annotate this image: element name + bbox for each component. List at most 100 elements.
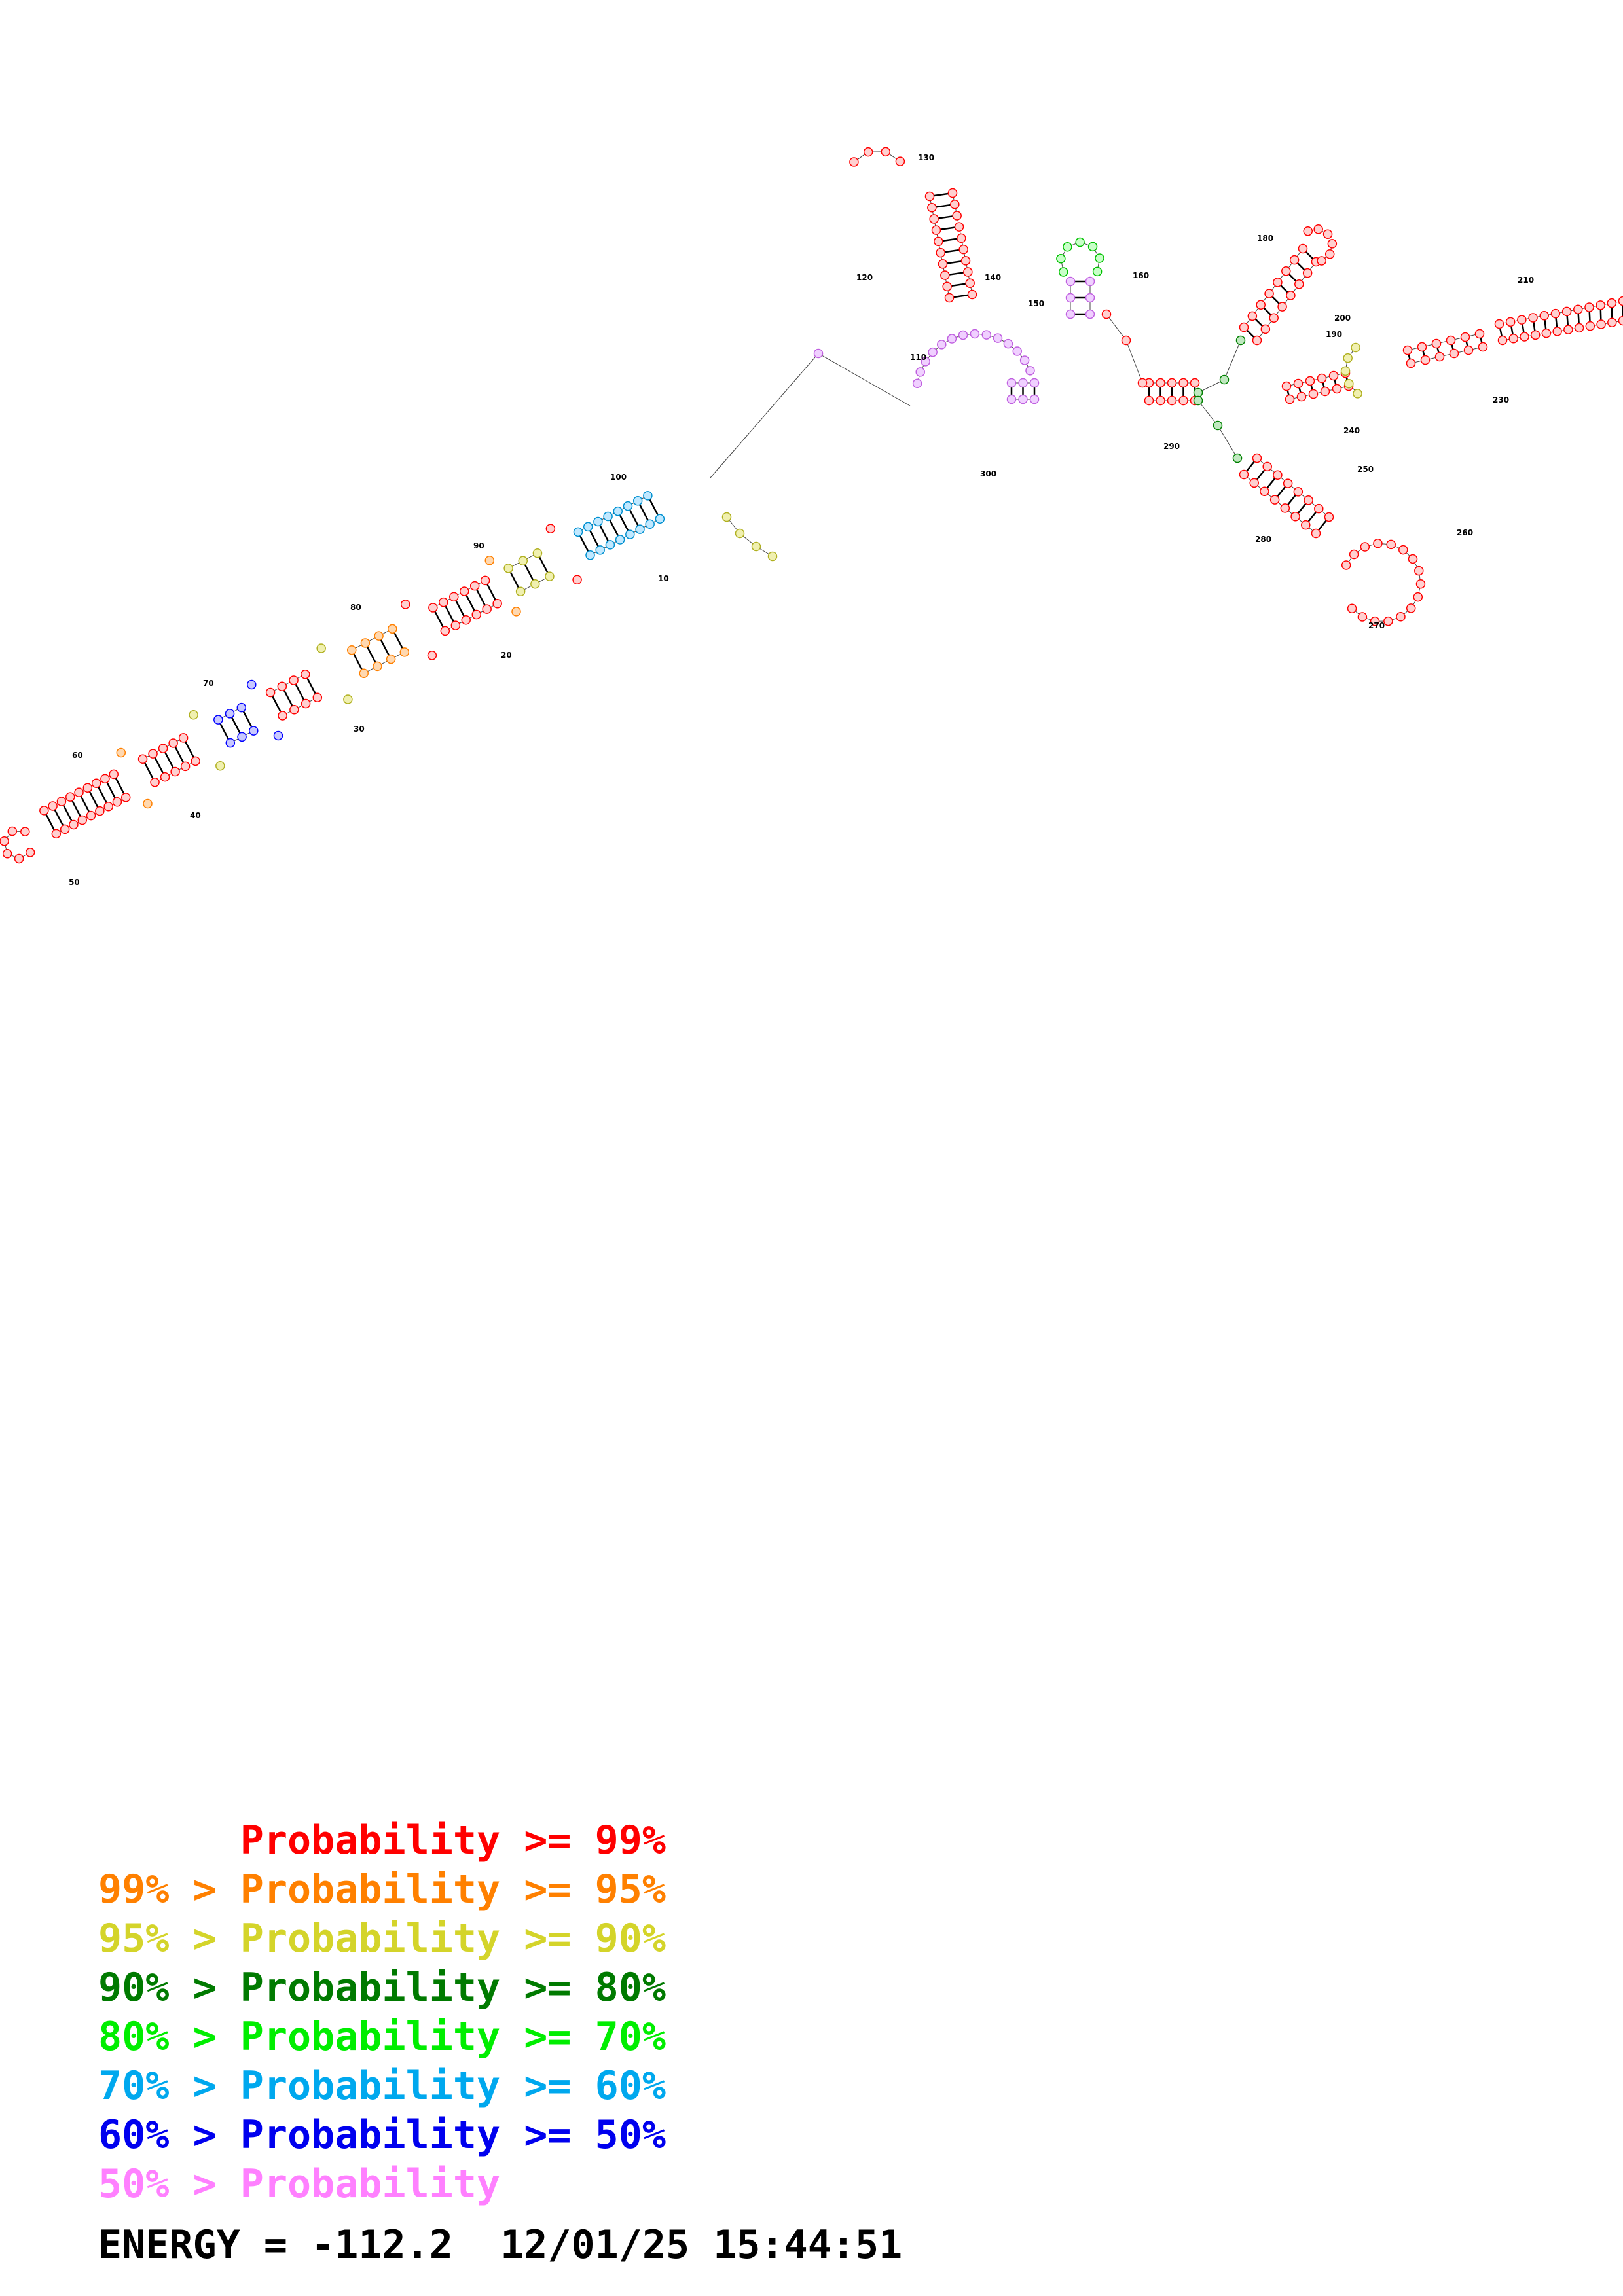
energy-footer: ENERGY = -112.2 12/01/25 15:44:51	[98, 2222, 902, 2268]
backbone-lines	[4, 151, 1623, 859]
nucleotide	[1386, 539, 1396, 550]
nucleotide	[940, 270, 950, 280]
nucleotide	[1006, 378, 1017, 388]
position-label: 30	[354, 725, 365, 734]
nucleotide	[1373, 539, 1383, 548]
nucleotide	[1156, 395, 1165, 406]
nucleotide	[191, 756, 200, 766]
nucleotide	[400, 600, 410, 609]
nucleotide	[967, 289, 977, 300]
legend-range: Probability >= 95%	[240, 1867, 666, 1912]
legend-range: Probability >= 99%	[240, 1818, 666, 1863]
nucleotide	[289, 675, 299, 685]
nucleotide	[936, 247, 945, 258]
nucleotide	[225, 709, 235, 719]
nucleotide	[213, 715, 223, 725]
nucleotide	[247, 679, 257, 690]
nucleotide	[1305, 376, 1315, 386]
energy-value: -112.2	[311, 2222, 453, 2268]
nucleotide	[180, 761, 191, 772]
nucleotide	[1289, 255, 1300, 265]
nucleotide	[921, 357, 930, 367]
nucleotide	[1584, 302, 1594, 312]
nucleotide	[2, 848, 12, 859]
nucleotide	[1075, 237, 1085, 247]
nucleotide	[1596, 319, 1606, 329]
nucleotide	[1298, 243, 1308, 254]
nucleotide	[1517, 315, 1527, 325]
nucleotide	[439, 597, 448, 607]
position-label: 70	[203, 679, 214, 688]
nucleotide	[1252, 453, 1262, 463]
energy-label: ENERGY =	[98, 2222, 287, 2268]
position-label: 190	[1326, 330, 1342, 339]
nucleotide	[1085, 276, 1095, 287]
nucleotide	[613, 506, 623, 516]
nucleotide	[1550, 308, 1561, 319]
nucleotide	[944, 293, 955, 303]
nucleotide	[1277, 302, 1287, 312]
nucleotide	[461, 615, 471, 625]
nucleotide	[1357, 612, 1368, 622]
nucleotide	[1137, 378, 1148, 388]
nucleotide	[189, 709, 198, 720]
nucleotide	[1494, 319, 1504, 329]
nucleotide	[934, 236, 943, 247]
nucleotide	[7, 826, 18, 836]
nucleotide	[947, 334, 957, 344]
nucleotide	[960, 256, 971, 266]
nucleotide	[1308, 389, 1319, 399]
nucleotide	[1446, 335, 1456, 346]
nucleotide	[1311, 528, 1321, 539]
nucleotide	[958, 244, 968, 255]
nucleotide	[593, 516, 603, 527]
nucleotide	[954, 222, 964, 232]
legend-range: Probability >= 50%	[240, 2112, 666, 2158]
nucleotide	[1383, 616, 1393, 626]
nucleotide	[1156, 378, 1165, 388]
nucleotide	[929, 214, 939, 224]
nucleotide	[39, 806, 49, 816]
nucleotide	[1087, 242, 1098, 252]
nucleotide	[1269, 313, 1279, 323]
nucleotide	[1353, 389, 1362, 399]
nucleotide	[492, 599, 502, 609]
nucleotide	[1530, 330, 1541, 340]
nucleotide	[1327, 239, 1338, 249]
position-label: 290	[1163, 442, 1180, 451]
nucleotide	[237, 732, 247, 742]
nucleotide	[469, 581, 480, 591]
position-label: 280	[1255, 535, 1271, 544]
nucleotide	[1056, 254, 1066, 264]
position-label: 210	[1518, 276, 1534, 285]
nucleotide	[1574, 323, 1584, 333]
nucleotide	[1296, 391, 1307, 402]
nucleotide	[1213, 420, 1223, 431]
nucleotide	[148, 749, 158, 759]
nucleotide	[1029, 378, 1040, 388]
nucleotide	[625, 529, 635, 539]
legend-row: 90% > Probability >= 80%	[98, 1964, 666, 2013]
nucleotide	[863, 147, 873, 157]
legend-threshold: 50% >	[98, 2161, 240, 2207]
nucleotide	[1322, 229, 1333, 239]
nucleotide	[82, 783, 93, 793]
backbone	[818, 353, 911, 406]
legend-range: Probability >= 80%	[240, 1965, 666, 2011]
nucleotide	[449, 592, 459, 602]
nucleotide	[1349, 549, 1359, 560]
nucleotide	[1281, 381, 1292, 391]
nucleotide	[1018, 378, 1028, 388]
nucleotide	[942, 281, 952, 292]
nucleotide	[1324, 249, 1335, 259]
nucleotide	[1607, 317, 1617, 327]
nucleotide	[1314, 503, 1324, 514]
nucleotide	[427, 651, 437, 660]
position-label: 140	[985, 273, 1001, 282]
nucleotide	[346, 645, 357, 655]
nucleotide	[1370, 616, 1380, 626]
nucleotide	[1332, 384, 1342, 394]
nucleotide	[1012, 346, 1023, 356]
position-label: 110	[910, 353, 926, 362]
nucleotide	[312, 692, 323, 702]
